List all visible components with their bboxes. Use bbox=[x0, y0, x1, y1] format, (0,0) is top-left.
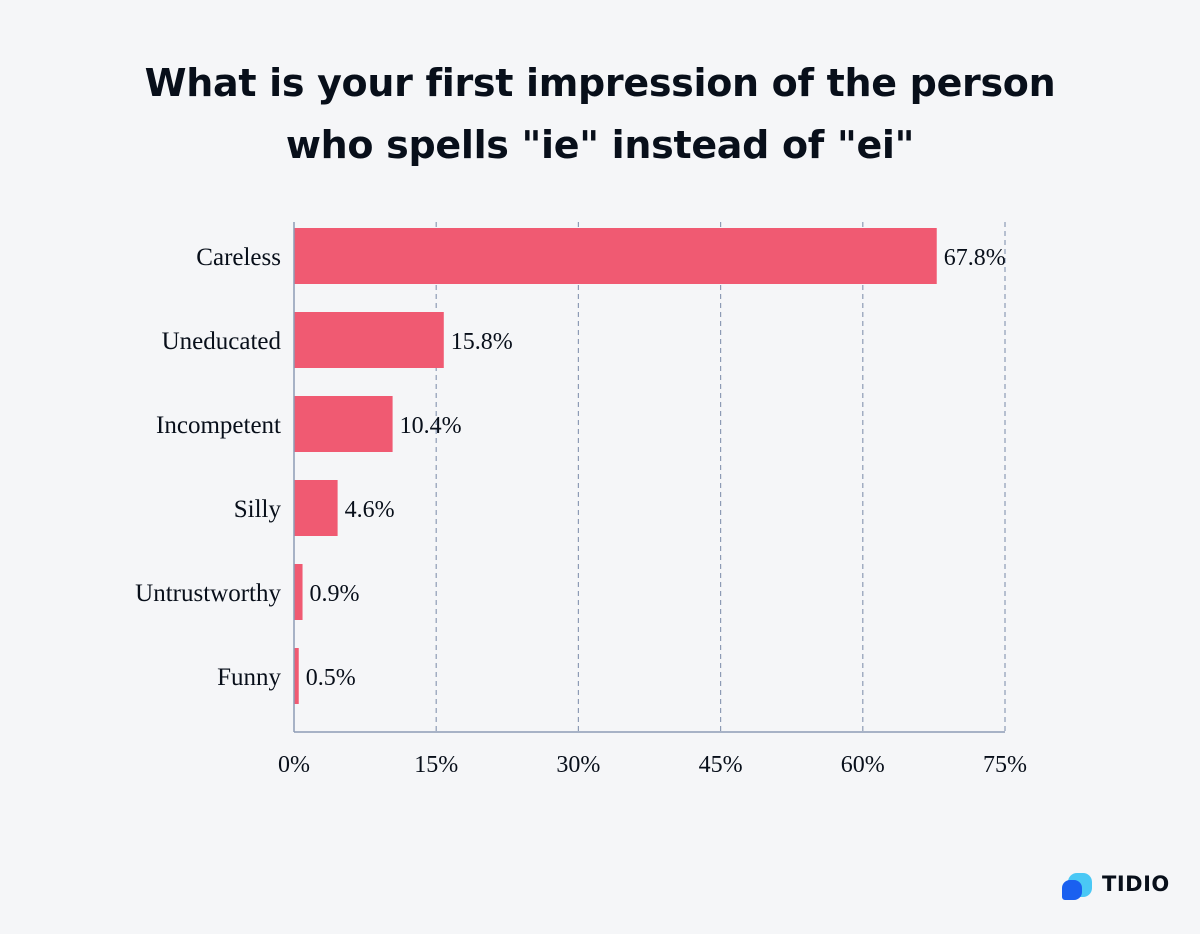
bar-funny bbox=[294, 648, 299, 704]
x-tick-label-0: 0% bbox=[278, 752, 310, 778]
bar-silly bbox=[294, 480, 338, 536]
category-label-funny: Funny bbox=[217, 664, 281, 691]
value-label-uneducated: 15.8% bbox=[451, 329, 513, 355]
category-label-incompetent: Incompetent bbox=[156, 412, 281, 439]
brand-logo-block: TIDIO bbox=[1062, 866, 1170, 902]
value-label-funny: 0.5% bbox=[306, 665, 356, 691]
bar-uneducated bbox=[294, 312, 444, 368]
x-tick-label-15: 15% bbox=[414, 752, 458, 778]
chart-title-line-2: who spells "ie" instead of "ei" bbox=[285, 123, 915, 167]
x-tick-label-60: 60% bbox=[841, 752, 885, 778]
x-tick-label-75: 75% bbox=[983, 752, 1027, 778]
category-label-untrustworthy: Untrustworthy bbox=[135, 580, 281, 607]
value-label-silly: 4.6% bbox=[345, 497, 395, 523]
category-label-careless: Careless bbox=[196, 244, 281, 271]
value-label-careless: 67.8% bbox=[944, 245, 1006, 271]
bar-incompetent bbox=[294, 396, 393, 452]
brand-name: TIDIO bbox=[1102, 872, 1170, 896]
category-label-uneducated: Uneducated bbox=[162, 328, 282, 355]
value-label-untrustworthy: 0.9% bbox=[310, 581, 360, 607]
category-label-silly: Silly bbox=[234, 496, 282, 523]
x-tick-label-45: 45% bbox=[699, 752, 743, 778]
tidio-logo-icon bbox=[1062, 873, 1092, 900]
bar-careless bbox=[294, 228, 937, 284]
chart-title: What is your first impression of the per… bbox=[0, 52, 1200, 176]
bar-untrustworthy bbox=[294, 564, 303, 620]
x-tick-label-30: 30% bbox=[556, 752, 600, 778]
chart-title-line-1: What is your first impression of the per… bbox=[144, 61, 1056, 105]
value-label-incompetent: 10.4% bbox=[400, 413, 462, 439]
